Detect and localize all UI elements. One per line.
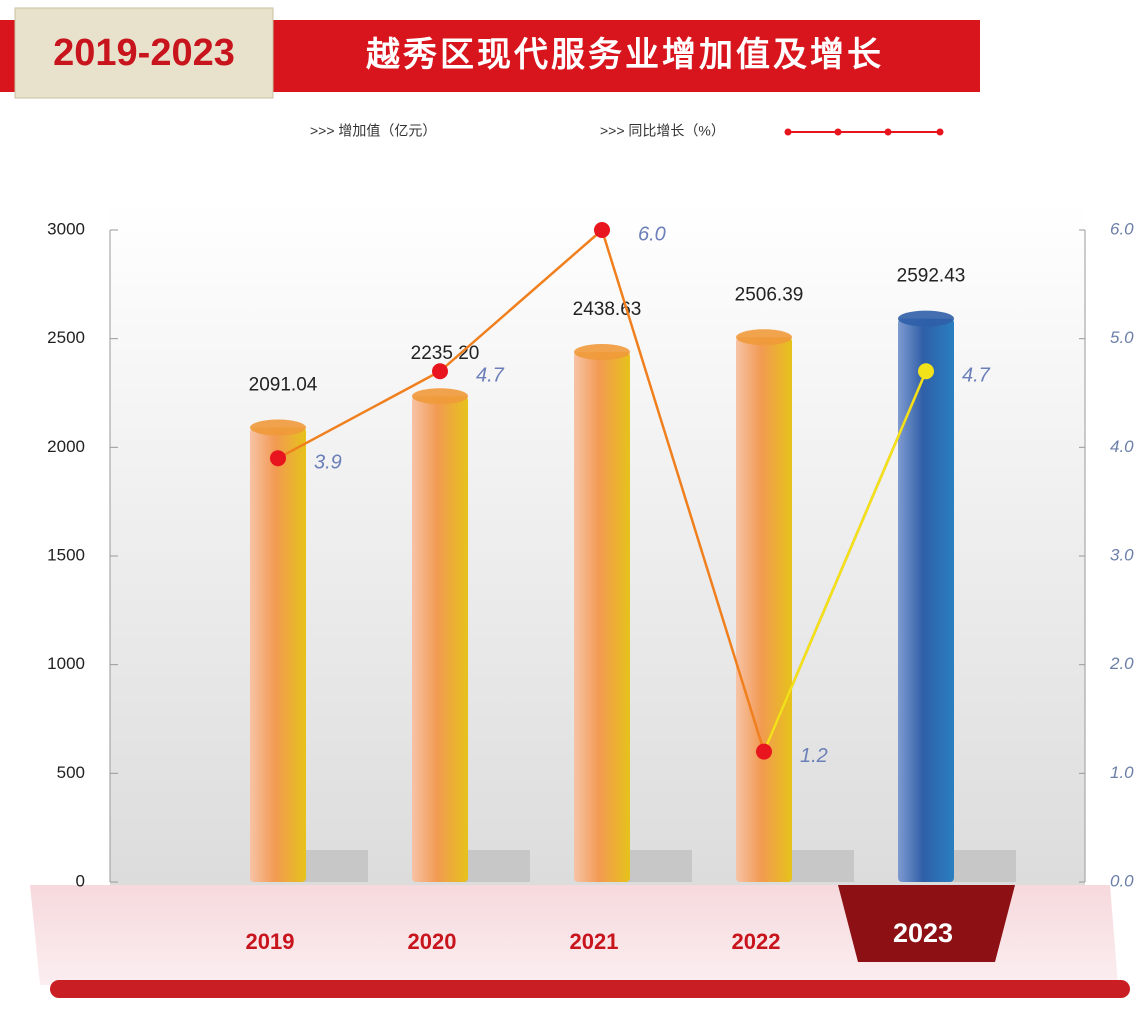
y-tick-label: 2000 <box>47 437 85 456</box>
y-tick-label: 1500 <box>47 545 85 564</box>
y-tick-label: 0 <box>76 871 85 890</box>
badge-text: 2019-2023 <box>53 32 235 74</box>
y2-tick-label: 5.0 <box>1110 328 1134 347</box>
y2-tick-label: 3.0 <box>1110 545 1134 564</box>
y2-tick-label: 4.0 <box>1110 437 1134 456</box>
bar-shadow <box>298 850 368 882</box>
bar-cap <box>412 388 468 405</box>
y-tick-label: 1000 <box>47 654 85 673</box>
bar-value-label: 2091.04 <box>249 375 318 396</box>
bar-shadow <box>622 850 692 882</box>
x-tick-label: 2019 <box>246 929 295 954</box>
bar-value-label: 2506.39 <box>735 284 804 305</box>
bar <box>736 337 792 882</box>
line-value-label: 4.7 <box>476 365 505 387</box>
y2-tick-label: 6.0 <box>1110 219 1134 238</box>
x-tick-label: 2021 <box>570 929 619 954</box>
y-tick-label: 2500 <box>47 328 85 347</box>
bar <box>898 318 954 882</box>
bar-shadow <box>460 850 530 882</box>
legend-marker <box>834 128 842 136</box>
bar <box>250 427 306 882</box>
legend-marker <box>884 128 892 136</box>
base-bar <box>50 980 1130 998</box>
line-marker <box>594 222 610 238</box>
x-tick-label-highlight: 2023 <box>893 918 953 948</box>
legend-label: >>> 同比增长（%） <box>600 123 725 139</box>
y2-tick-label: 0.0 <box>1110 871 1134 890</box>
chart-title: 越秀区现代服务业增加值及增长 <box>366 36 884 74</box>
legend-marker <box>936 128 944 136</box>
bar-cap <box>736 329 792 346</box>
highlight-tab <box>838 885 1015 962</box>
y-tick-label: 3000 <box>47 219 85 238</box>
bar-cap <box>574 344 630 361</box>
legend-label: >>> 增加值（亿元） <box>310 123 436 139</box>
y2-tick-label: 2.0 <box>1109 654 1134 673</box>
bar-shadow <box>784 850 854 882</box>
legend-marker <box>784 128 792 136</box>
x-tick-label: 2020 <box>408 929 457 954</box>
line-marker <box>756 743 772 760</box>
bar-value-label: 2438.63 <box>573 299 642 320</box>
bar <box>574 352 630 883</box>
bar-value-label: 2235.20 <box>411 343 480 364</box>
line-marker <box>432 363 448 380</box>
bar <box>412 396 468 882</box>
y-tick-label: 500 <box>57 763 85 782</box>
line-value-label: 6.0 <box>638 223 666 245</box>
line-value-label: 3.9 <box>314 451 342 473</box>
line-value-label: 1.2 <box>800 745 828 767</box>
header-badge <box>14 7 274 99</box>
bar-cap <box>898 310 954 327</box>
line-highlight-segment <box>762 370 928 753</box>
x-tick-label: 2022 <box>732 929 781 954</box>
y2-tick-label: 1.0 <box>1110 763 1134 782</box>
bar-shadow <box>946 850 1016 882</box>
bar-cap <box>250 419 306 436</box>
line-value-label: 4.7 <box>962 365 991 387</box>
bar-value-label: 2592.43 <box>897 266 966 287</box>
line-marker <box>918 363 934 380</box>
line-marker <box>270 450 286 467</box>
